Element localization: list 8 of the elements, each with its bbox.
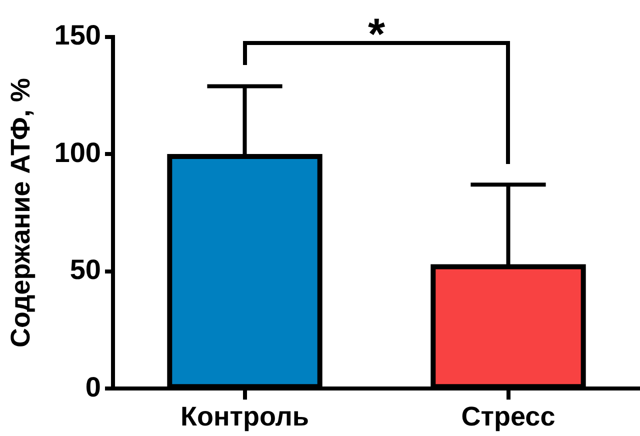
y-tick-label: 150 (54, 20, 101, 51)
x-tick-label: Контроль (180, 401, 310, 432)
y-tick-label: 0 (85, 371, 101, 402)
y-axis-title: Содержание АТФ, % (6, 78, 36, 348)
annotation: * (368, 10, 386, 60)
y-tick-label: 100 (54, 136, 101, 168)
x-tick-label: Стресс (461, 401, 556, 432)
y-tick-label: 50 (70, 254, 101, 286)
